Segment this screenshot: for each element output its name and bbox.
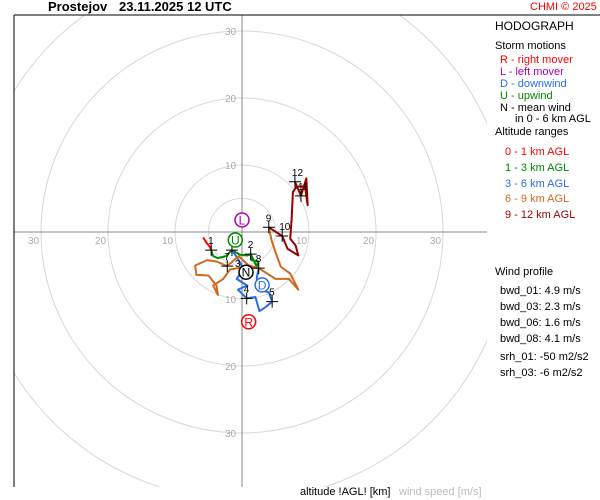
u-tick-label: 10 bbox=[296, 236, 308, 247]
wind-profile-item: bwd_06: 1.6 m/s bbox=[500, 317, 581, 329]
station-name: Prostejov bbox=[48, 0, 108, 14]
storm-motions-title: Storm motions bbox=[495, 40, 566, 52]
altitude-legend-item: 1 - 3 km AGL bbox=[505, 161, 570, 174]
height-marker bbox=[294, 189, 307, 202]
storm-motion-marker bbox=[234, 212, 250, 228]
storm-motion-label: L bbox=[239, 213, 246, 227]
storm-legend-item: U - upwind bbox=[500, 90, 553, 102]
credit: CHMI © 2025 bbox=[530, 1, 597, 13]
altitude-legend-item: 3 - 6 km AGL bbox=[505, 177, 570, 190]
height-marker bbox=[205, 244, 218, 257]
datetime: 23.11.2025 12 UTC bbox=[119, 0, 232, 14]
hodograph-segment-1 bbox=[210, 249, 260, 268]
hodograph-segment-0 bbox=[202, 236, 213, 251]
height-marker bbox=[276, 230, 289, 243]
height-marker-label: 7 bbox=[224, 252, 230, 263]
panel-title: HODOGRAPH bbox=[495, 19, 574, 33]
altitude-legend-item: 9 - 12 km AGL bbox=[505, 209, 576, 222]
height-marker bbox=[244, 248, 257, 261]
srh-item: srh_01: -50 m2/s2 bbox=[500, 351, 589, 363]
storm-motion-marker bbox=[240, 314, 257, 330]
altitude-label: altitude !AGL! [km] bbox=[300, 486, 391, 498]
wind-profile-item: bwd_01: 4.9 m/s bbox=[500, 285, 581, 297]
height-marker-label: 1 bbox=[208, 236, 214, 247]
u-tick-label: 30 bbox=[28, 236, 40, 247]
height-marker-label: 9 bbox=[266, 213, 272, 224]
speed-ring bbox=[14, 15, 487, 487]
u-tick-label: 20 bbox=[95, 236, 107, 247]
wind-profile-item: bwd_03: 2.3 m/s bbox=[500, 301, 581, 313]
wind-profile-title: Wind profile bbox=[495, 266, 554, 278]
v-tick-label: 20 bbox=[225, 362, 237, 373]
v-tick-label: 10 bbox=[225, 295, 237, 306]
height-marker-label: 10 bbox=[279, 222, 291, 233]
hodograph-segment-4 bbox=[268, 177, 309, 257]
u-tick-label: 10 bbox=[162, 236, 174, 247]
u-tick-label: 20 bbox=[363, 236, 375, 247]
altitude-legend-item: 6 - 9 km AGL bbox=[505, 193, 570, 206]
storm-motion-marker bbox=[254, 277, 270, 293]
height-marker-label: 12 bbox=[292, 168, 304, 179]
height-marker-label: 4 bbox=[244, 284, 250, 295]
srh-item: srh_03: -6 m2/s2 bbox=[500, 367, 583, 379]
height-marker bbox=[221, 260, 234, 273]
height-marker-label: 5 bbox=[269, 288, 275, 299]
height-marker bbox=[266, 295, 279, 308]
v-tick-label: 30 bbox=[225, 429, 237, 440]
height-marker bbox=[252, 262, 265, 275]
storm-legend-item: D - downwind bbox=[500, 78, 567, 90]
height-marker-label: 2 bbox=[248, 240, 254, 251]
storm-motion-label: U bbox=[231, 234, 240, 248]
altitude-legend-item: 0 - 1 km AGL bbox=[505, 146, 570, 158]
wind-profile-item: bwd_08: 4.1 m/s bbox=[500, 333, 581, 345]
storm-motion-label: D bbox=[258, 278, 267, 292]
storm-note: in 0 - 6 km AGL bbox=[515, 113, 591, 125]
altitude-ranges-title: Altitude ranges bbox=[495, 126, 569, 138]
storm-legend-item: N - mean wind bbox=[500, 102, 571, 114]
height-marker bbox=[262, 221, 275, 234]
storm-motion-label: R bbox=[244, 315, 253, 329]
height-marker-label: 8 bbox=[256, 254, 262, 265]
storm-motion-marker bbox=[227, 232, 244, 248]
v-tick-label: 20 bbox=[225, 94, 237, 105]
height-marker-label: 11 bbox=[298, 182, 309, 193]
u-tick-label: 30 bbox=[430, 236, 442, 247]
storm-legend-item: R - right mover bbox=[500, 54, 573, 66]
storm-motion-label: N bbox=[242, 266, 251, 280]
height-marker bbox=[240, 292, 253, 305]
v-tick-label: 10 bbox=[225, 161, 237, 172]
v-tick-label: 30 bbox=[225, 27, 237, 38]
height-marker bbox=[288, 175, 301, 188]
hodograph-segment-3 bbox=[194, 227, 300, 296]
storm-legend-item: L - left mover bbox=[500, 66, 564, 78]
storm-motion-marker bbox=[238, 264, 254, 280]
speed-label: wind speed [m/s] bbox=[399, 486, 482, 498]
height-marker-label: 3 bbox=[235, 259, 241, 270]
